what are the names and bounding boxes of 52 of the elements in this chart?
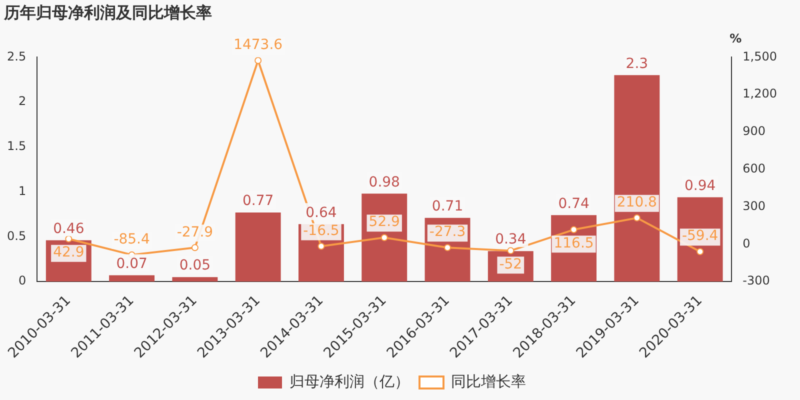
data-label: 0.34 — [495, 232, 526, 248]
legend-label: 归母净利润（亿） — [290, 372, 410, 390]
data-label: 1473.6 — [234, 37, 283, 54]
data-label: 0.46 — [53, 220, 84, 237]
y-tick-label: 2 — [18, 94, 26, 108]
data-label: -27.3 — [429, 224, 466, 240]
point — [633, 214, 640, 222]
y-tick-label: 0 — [18, 274, 26, 288]
data-label: -16.5 — [303, 222, 340, 239]
data-label: 2.3 — [626, 56, 648, 72]
point — [570, 226, 578, 234]
y2-tick-label: 1,200 — [742, 86, 778, 101]
point — [254, 57, 262, 64]
y-tick-label: 0.5 — [6, 228, 26, 243]
point — [191, 244, 198, 252]
data-label: 210.8 — [616, 194, 657, 211]
data-label: 0.74 — [558, 196, 590, 212]
data-label: 52.9 — [368, 214, 400, 230]
point — [318, 242, 325, 250]
bar — [614, 75, 660, 282]
data-label: 0.64 — [306, 204, 337, 221]
bar — [172, 277, 218, 282]
data-label: 0.98 — [368, 174, 400, 190]
bar — [109, 275, 155, 282]
data-label: 0.07 — [116, 256, 148, 272]
data-label: -27.9 — [176, 224, 214, 240]
bar — [235, 212, 281, 282]
y2-tick-label: -300 — [742, 274, 770, 288]
data-label: 0.77 — [242, 193, 274, 210]
data-label: -52 — [499, 256, 522, 272]
point — [444, 244, 452, 252]
data-label: 0.71 — [432, 198, 464, 215]
y-tick-label: 1.5 — [6, 139, 26, 154]
chart-title: 历年归母净利润及同比增长率 — [3, 2, 212, 22]
legend-label: 同比增长率 — [451, 372, 526, 390]
data-label: 0.94 — [684, 178, 716, 194]
y-tick-label: 2.5 — [6, 49, 26, 64]
y2-tick-label: 1,500 — [742, 49, 778, 64]
data-label: 116.5 — [554, 235, 594, 252]
data-label: 0.05 — [179, 258, 211, 274]
point — [380, 234, 388, 242]
y-tick-label: 1 — [18, 184, 26, 198]
data-label: 42.9 — [53, 244, 84, 260]
point — [696, 248, 704, 256]
y2-tick-label: 900 — [742, 124, 766, 138]
y2-axis-title: % — [730, 31, 742, 46]
y2-tick-label: 600 — [742, 162, 766, 176]
y2-tick-label: 0 — [742, 236, 750, 250]
point — [507, 247, 514, 254]
data-label: -59.4 — [682, 228, 718, 244]
y2-tick-label: 300 — [742, 198, 766, 213]
data-label: -85.4 — [114, 231, 150, 248]
